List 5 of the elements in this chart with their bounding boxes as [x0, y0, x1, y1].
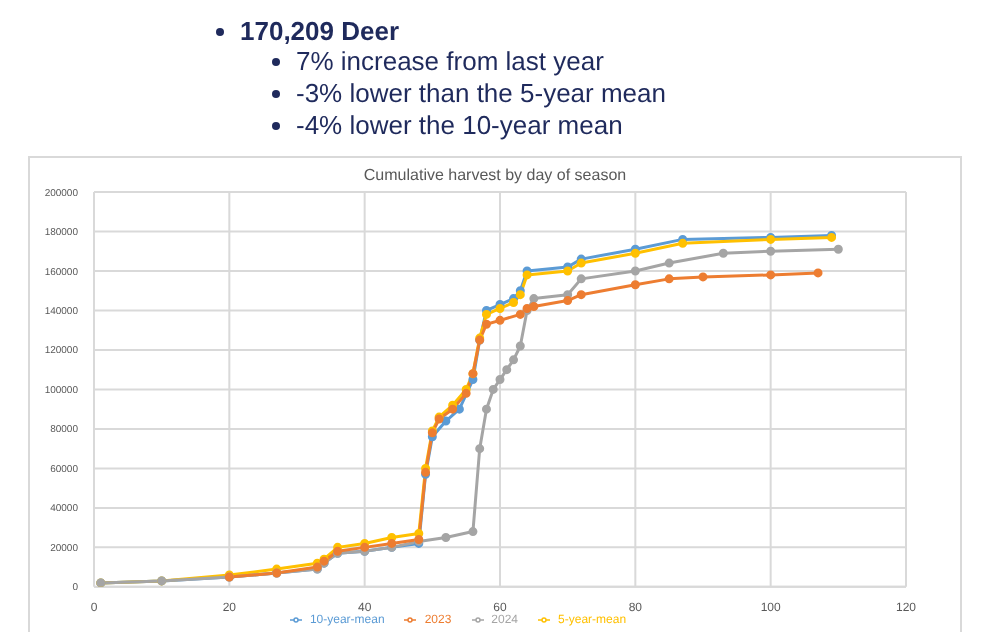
chart-subtitle: 170,209 Deer: [238, 16, 402, 46]
text: 7% increase from last year: [294, 46, 606, 78]
text: -3% lower than the 5-year mean: [294, 78, 668, 110]
chart-title: Cumulative harvest by day of season: [361, 166, 629, 184]
text: -4% lower the 10-year mean: [294, 110, 625, 142]
